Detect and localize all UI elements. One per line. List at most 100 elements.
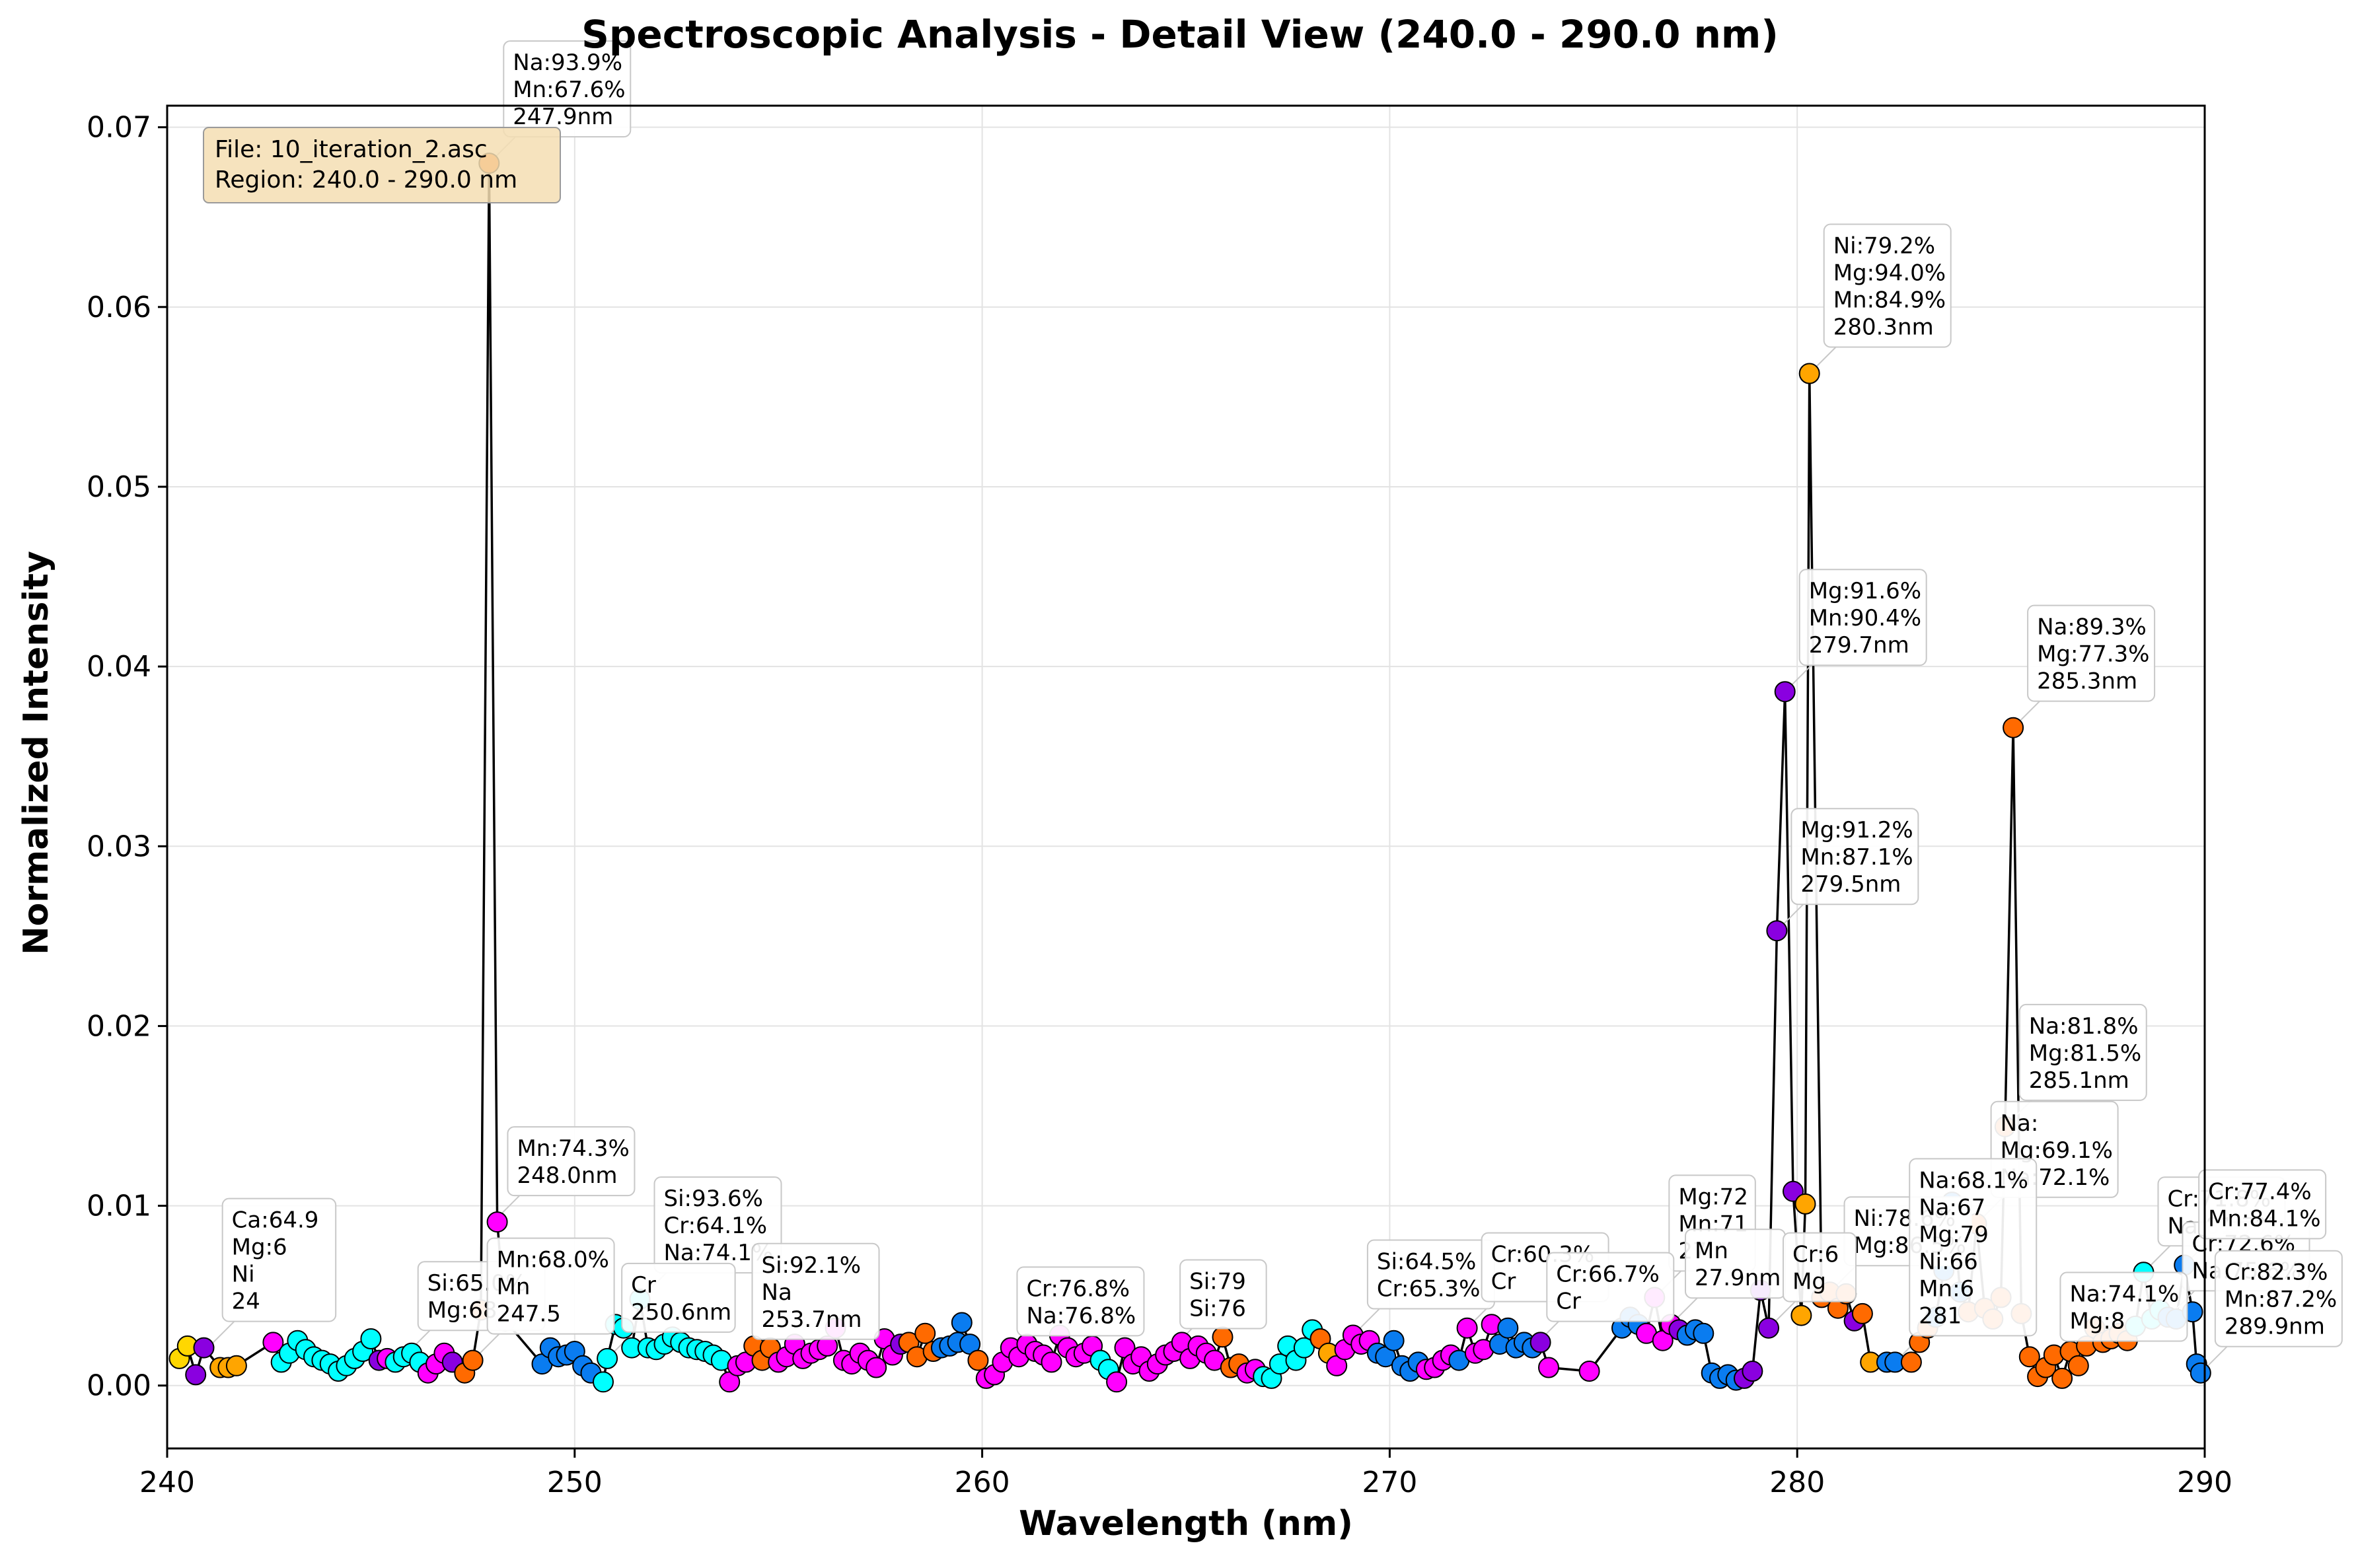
annotation-text: 281 — [1919, 1302, 1962, 1329]
data-point — [2051, 1367, 2073, 1389]
annotation: Na:93.9%Mn:67.6%247.9nm — [503, 40, 632, 138]
data-point — [1693, 1322, 1714, 1344]
annotation-text: 289.9nm — [2225, 1314, 2325, 1340]
data-point — [1900, 1351, 1922, 1373]
plot-frame — [166, 104, 2206, 1450]
annotation-box — [2059, 1271, 2188, 1342]
annotation-text: 250.6nm — [631, 1299, 731, 1326]
data-point — [1578, 1361, 1600, 1382]
axes: 240 250 260 270 280 290 0.00 0.01 0.02 0.03 0.04 0.… — [87, 111, 2232, 1499]
x-axis-label: Wavelength (nm) — [1019, 1504, 1353, 1544]
annotation-box — [503, 40, 632, 138]
data-point — [1383, 1330, 1405, 1351]
data-point — [2018, 1346, 2040, 1368]
annotation-text: Mg:6 — [232, 1234, 287, 1261]
data-point — [1497, 1317, 1519, 1339]
y-tick-label: 0.04 — [87, 650, 151, 684]
data-point — [462, 1349, 484, 1371]
annotation: Cr:6Mg — [1783, 1232, 1857, 1302]
annotation: Cr:76.8%Na:76.8% — [1016, 1266, 1145, 1337]
annotation-text: Mn:74.3% — [517, 1135, 629, 1162]
annotation-text: 279.7nm — [1809, 632, 1909, 659]
data-point — [2003, 717, 2024, 738]
annotation-box — [1790, 808, 1919, 906]
x-tick-label: 290 — [2177, 1466, 2232, 1499]
annotation-box — [751, 1242, 880, 1340]
annotation-text: Mg:91.6% — [1809, 578, 1921, 604]
data-point — [185, 1364, 207, 1386]
annotation-box — [2018, 1003, 2147, 1101]
annotation-box — [507, 1126, 636, 1197]
annotation-text: Na:76.8% — [1026, 1302, 1136, 1329]
data-point — [866, 1357, 887, 1378]
data-point — [1106, 1371, 1128, 1393]
annotation-text: Si:64.5% — [1377, 1249, 1477, 1275]
annotation: Si:64.5%Cr:65.3% — [1366, 1239, 1495, 1310]
annotation-text: 285.3nm — [2037, 668, 2137, 695]
annotation-text: Mg — [1792, 1269, 1826, 1295]
y-tick-label: 0.03 — [87, 830, 151, 863]
annotation-text: Cr:65.3% — [1377, 1276, 1481, 1302]
data-point — [914, 1322, 936, 1344]
annotation-text: Ni — [232, 1262, 255, 1288]
annotation-text: 247.9nm — [513, 104, 613, 130]
annotation-text: Mg:72 — [1678, 1184, 1748, 1210]
annotation-text: Cr:6 — [1792, 1242, 1839, 1268]
chart-title: Spectroscopic Analysis - Detail View (24… — [581, 12, 1779, 57]
annotation-text: Mg:68 — [427, 1297, 497, 1324]
annotation-text: 279.5nm — [1800, 871, 1901, 898]
data-point — [1293, 1337, 1315, 1359]
annotation-text: Mg:94.0% — [1833, 260, 1946, 287]
annotation-box — [621, 1262, 736, 1333]
y-tick-label: 0.01 — [87, 1190, 151, 1223]
y-tick-label: 0.00 — [87, 1369, 151, 1403]
annotation-text: Cr — [1556, 1289, 1581, 1315]
annotation-text: Mn:68.0% — [497, 1247, 609, 1273]
annotation-text: 253.7nm — [762, 1306, 862, 1333]
y-axis-label: Normalized Intensity — [17, 551, 56, 955]
annotation: Na:89.3%Mg:77.3%285.3nm — [2027, 604, 2156, 702]
annotation-text: Mg:77.3% — [2037, 641, 2149, 668]
info-box-background — [203, 127, 561, 203]
annotation-text: Ni:66 — [1919, 1248, 1978, 1275]
annotation-box — [1909, 1158, 2038, 1337]
annotation-text: Na:68.1% — [1919, 1167, 2028, 1194]
data-point — [1766, 920, 1788, 942]
annotation-text: Na:93.9% — [513, 50, 622, 76]
annotation-text: Mn:84.1% — [2208, 1205, 2320, 1232]
annotation-text: Si:76 — [1189, 1295, 1246, 1322]
annotation-text: Mg:79 — [1919, 1221, 1989, 1248]
annotation-text: Si:93.6% — [663, 1186, 763, 1212]
annotation-text: Na:81.8% — [2029, 1013, 2139, 1040]
annotation-text: Na:67 — [1919, 1194, 1985, 1221]
data-point — [1456, 1317, 1478, 1339]
data-point — [1538, 1357, 1559, 1378]
annotation-text: Cr:64.1% — [663, 1213, 767, 1239]
x-tick-label: 250 — [547, 1466, 603, 1499]
data-point — [1794, 1193, 1816, 1215]
data-point — [1529, 1332, 1551, 1353]
x-tick-label: 270 — [1362, 1466, 1417, 1499]
annotation-text: Si:92.1% — [762, 1252, 862, 1279]
annotation-box — [1783, 1232, 1857, 1302]
annotation-box — [486, 1237, 615, 1335]
annotation-text: Mn:90.4% — [1809, 605, 1921, 631]
annotation-box — [2027, 604, 2156, 702]
annotation: Mn:74.3%248.0nm — [507, 1126, 636, 1197]
annotation-text: Mn — [497, 1274, 531, 1301]
data-point — [360, 1328, 382, 1349]
annotation-text: Mg:81.5% — [2029, 1040, 2141, 1067]
data-point — [1041, 1351, 1062, 1373]
annotation-box — [2198, 1169, 2327, 1240]
annotation: Cr:77.4%Mn:84.1% — [2198, 1169, 2327, 1240]
annotation-text: Cr — [631, 1272, 656, 1299]
data-point — [2067, 1355, 2089, 1376]
data-point — [967, 1349, 989, 1371]
annotation-text: Cr — [1491, 1269, 1516, 1295]
annotation-text: Ni:79.2% — [1833, 233, 1935, 260]
